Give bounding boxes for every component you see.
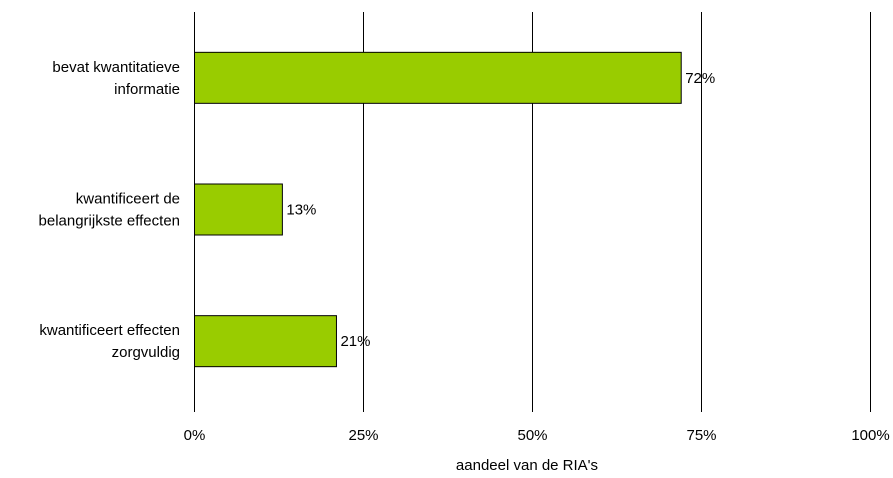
x-tick-labels: 0% 25% 50% 75% 100% <box>184 427 890 444</box>
x-tick-label: 100% <box>851 427 889 444</box>
bar <box>194 183 283 236</box>
category-label: kwantificeert effecten <box>39 322 180 339</box>
category-label: belangrijkste effecten <box>39 213 180 230</box>
bar <box>194 51 682 104</box>
bars <box>194 51 682 368</box>
category-labels: bevat kwantitatieve informatie kwantificee… <box>39 59 180 361</box>
bar-value-label: 72% <box>685 70 715 87</box>
x-axis-title: aandeel van de RIA's <box>456 457 598 474</box>
x-tick-label: 0% <box>184 427 206 444</box>
category-label: zorgvuldig <box>112 344 180 361</box>
x-tick-label: 75% <box>686 427 716 444</box>
category-label: bevat kwantitatieve <box>52 59 180 76</box>
category-label: kwantificeert de <box>76 191 180 208</box>
x-tick-label: 50% <box>517 427 547 444</box>
bar-value-label: 13% <box>286 202 316 219</box>
category-label: informatie <box>114 81 180 98</box>
value-labels: 72% 13% 21% <box>286 70 715 350</box>
bar-value-label: 21% <box>340 333 370 350</box>
bar <box>194 315 337 368</box>
x-tick-label: 25% <box>348 427 378 444</box>
